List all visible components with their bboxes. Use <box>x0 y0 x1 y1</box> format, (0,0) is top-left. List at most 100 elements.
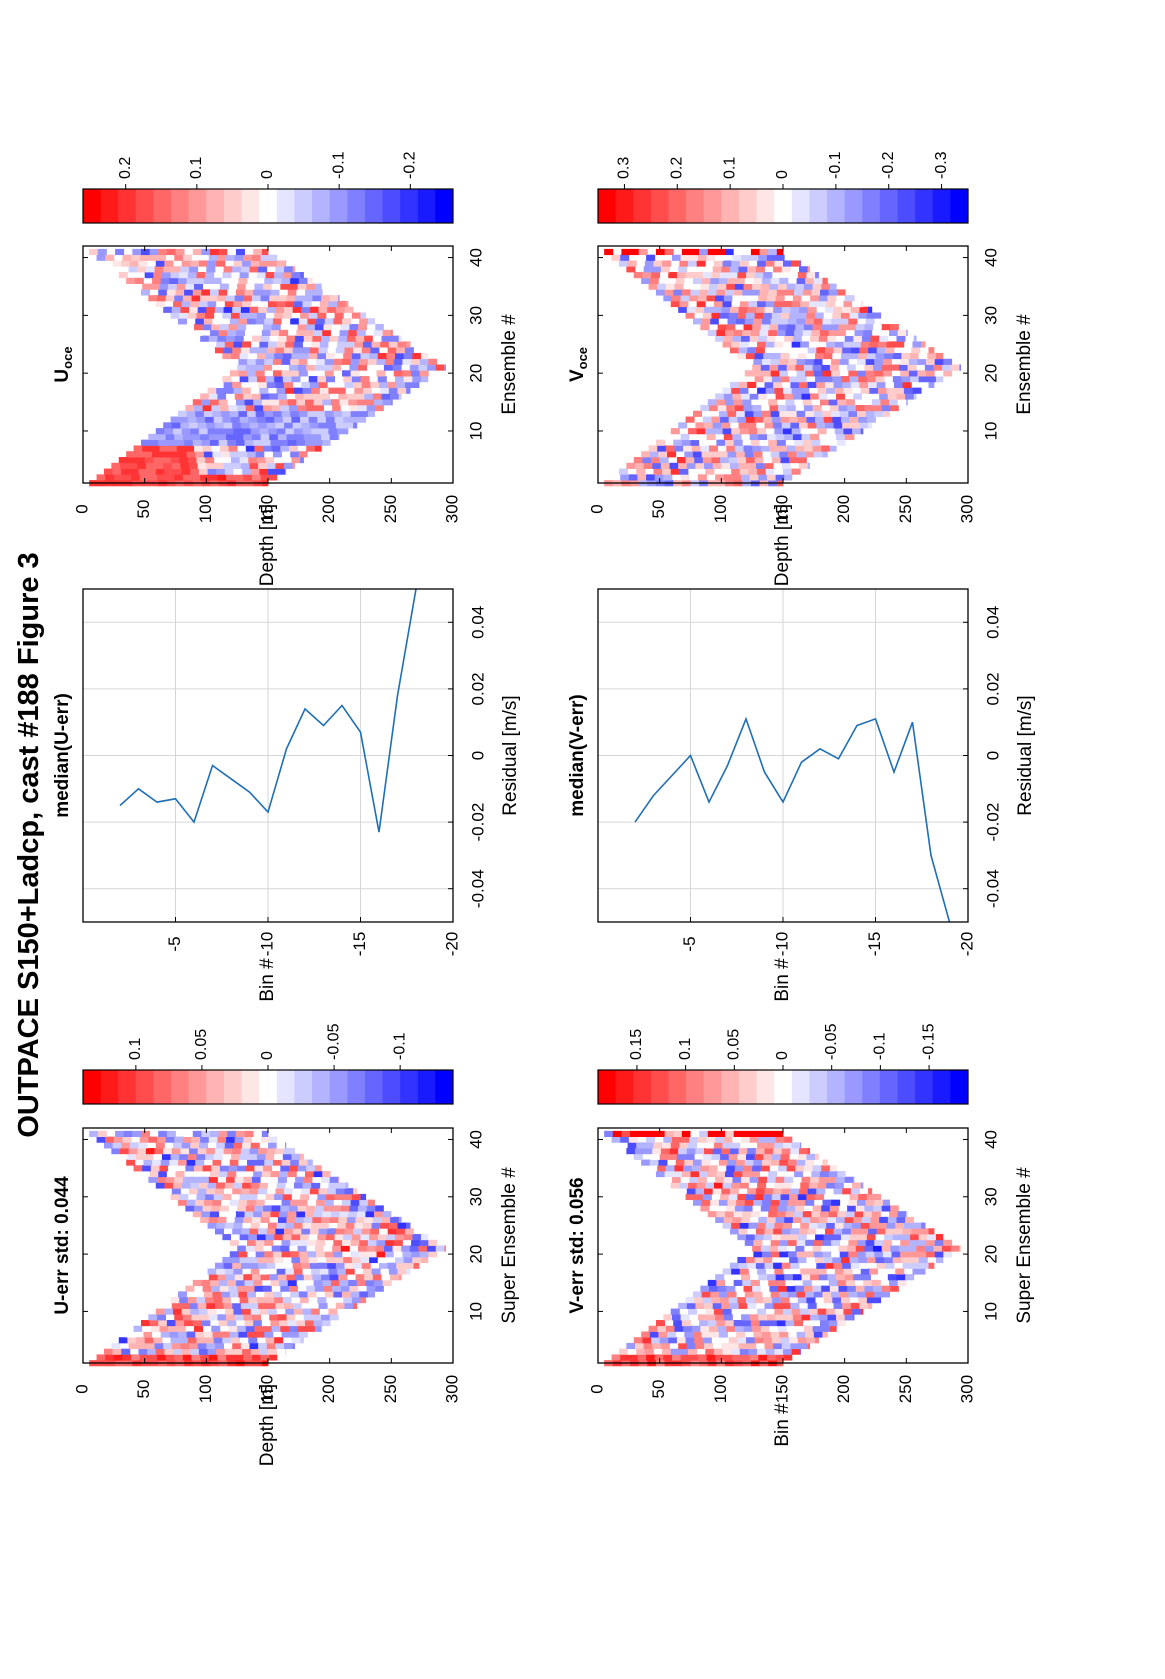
heatmap-cell <box>815 1153 819 1160</box>
heatmap-cell <box>770 370 780 377</box>
heatmap-cell <box>770 358 780 365</box>
heatmap-cell <box>755 266 765 273</box>
heatmap-cell <box>232 347 242 354</box>
heatmap-cell <box>157 474 167 481</box>
heatmap-cell <box>105 1354 115 1361</box>
heatmap-cell <box>265 1337 275 1344</box>
heatmap-cell <box>817 300 827 308</box>
heatmap-cell <box>727 318 737 325</box>
heatmap-cell <box>628 1354 638 1361</box>
heatmap-cell <box>263 283 273 290</box>
heatmap-cell <box>627 1142 637 1149</box>
heatmap-cell <box>895 1268 905 1275</box>
heatmap-cell <box>243 1216 253 1223</box>
heatmap-cell <box>742 1170 752 1178</box>
colorbar-swatch <box>756 189 775 223</box>
heatmap-cell <box>298 1291 308 1298</box>
heatmap-cell <box>768 1320 778 1327</box>
heatmap-cell <box>770 1251 780 1258</box>
heatmap-cell <box>275 462 285 469</box>
heatmap-cell <box>266 306 276 313</box>
heatmap-cell <box>762 1159 772 1166</box>
heatmap-cell <box>337 428 347 435</box>
heatmap-cell <box>722 428 732 435</box>
heatmap-cell <box>611 1136 621 1143</box>
heatmap-cell <box>737 1297 747 1304</box>
heatmap-cell <box>723 1176 733 1183</box>
heatmap-cell <box>182 1176 192 1183</box>
heatmap-cell <box>718 1159 728 1166</box>
heatmap-cell <box>181 1308 191 1315</box>
heatmap-cell <box>122 1354 132 1361</box>
heatmap-cell <box>142 445 152 452</box>
heatmap-cell <box>132 1130 142 1137</box>
heatmap-cell <box>771 1297 781 1304</box>
heatmap-cell <box>685 456 695 464</box>
heatmap-cell <box>746 1256 756 1264</box>
heatmap-cell <box>812 1205 822 1212</box>
heatmap-cell <box>274 272 284 279</box>
heatmap-cell <box>321 1176 331 1183</box>
heatmap-cell <box>707 1170 717 1178</box>
heatmap-cell <box>763 352 773 360</box>
heatmap-cell <box>668 272 678 279</box>
heatmap-cell <box>264 410 274 417</box>
heatmap-cell <box>232 462 242 469</box>
heatmap-cell <box>783 1142 793 1149</box>
heatmap-cell <box>303 433 313 441</box>
heatmap-cell <box>679 468 689 475</box>
heatmap-cell <box>353 422 358 429</box>
heatmap-cell <box>786 445 796 452</box>
heatmap-cell <box>293 300 303 308</box>
heatmap-cell <box>790 1188 800 1195</box>
ensemble-tick-label: 10 <box>466 1302 485 1321</box>
heatmap-cell <box>812 1245 822 1252</box>
heatmap-cell <box>873 1205 883 1212</box>
heatmap-cell <box>311 1182 321 1189</box>
heatmap-cell <box>875 1234 885 1241</box>
heatmap-cell <box>906 329 908 336</box>
colorbar-tick-label: 0.15 <box>628 1029 645 1060</box>
heatmap-cell <box>185 1285 195 1292</box>
heatmap-cell <box>780 352 790 360</box>
heatmap-cell <box>325 416 335 423</box>
bin-tick-label: -20 <box>957 932 976 957</box>
heatmap-cell <box>179 312 189 319</box>
heatmap-cell <box>903 1222 913 1229</box>
heatmap-cell <box>734 445 744 452</box>
heatmap-cell <box>208 335 218 342</box>
colorbar-swatch <box>633 1070 652 1104</box>
heatmap-cell <box>796 1199 806 1206</box>
heatmap-cell <box>917 358 927 365</box>
heatmap-cell <box>805 1159 815 1166</box>
heatmap-cell <box>340 324 350 331</box>
heatmap-cell <box>685 1297 695 1304</box>
heatmap-cell <box>324 1251 334 1258</box>
heatmap-cell <box>222 312 232 319</box>
heatmap-cell <box>752 1285 762 1292</box>
heatmap-cell <box>738 1148 748 1155</box>
heatmap-cell <box>192 439 202 446</box>
heatmap-cell <box>150 1165 160 1172</box>
heatmap-cell <box>343 352 353 360</box>
heatmap-cell <box>268 468 278 475</box>
heatmap-cell <box>612 1130 622 1137</box>
heatmap-cell <box>263 1325 273 1332</box>
heatmap-cell <box>802 289 812 296</box>
heatmap-cell <box>302 1222 312 1229</box>
heatmap-cell <box>633 1153 643 1160</box>
heatmap-cell <box>803 1285 813 1292</box>
heatmap-cell <box>338 1176 340 1183</box>
heatmap-cell <box>323 1285 333 1292</box>
heatmap-cell <box>298 1239 308 1246</box>
heatmap-cell <box>691 1325 701 1332</box>
heatmap-cell <box>681 289 691 296</box>
heatmap-cell <box>673 1320 683 1327</box>
heatmap-cell <box>279 1170 289 1178</box>
heatmap-cell <box>214 1342 224 1350</box>
heatmap-cell <box>790 306 800 313</box>
heatmap-cell <box>794 329 804 336</box>
heatmap-cell <box>621 1130 631 1137</box>
heatmap-cell <box>323 1205 333 1212</box>
heatmap-cell <box>353 1302 358 1309</box>
